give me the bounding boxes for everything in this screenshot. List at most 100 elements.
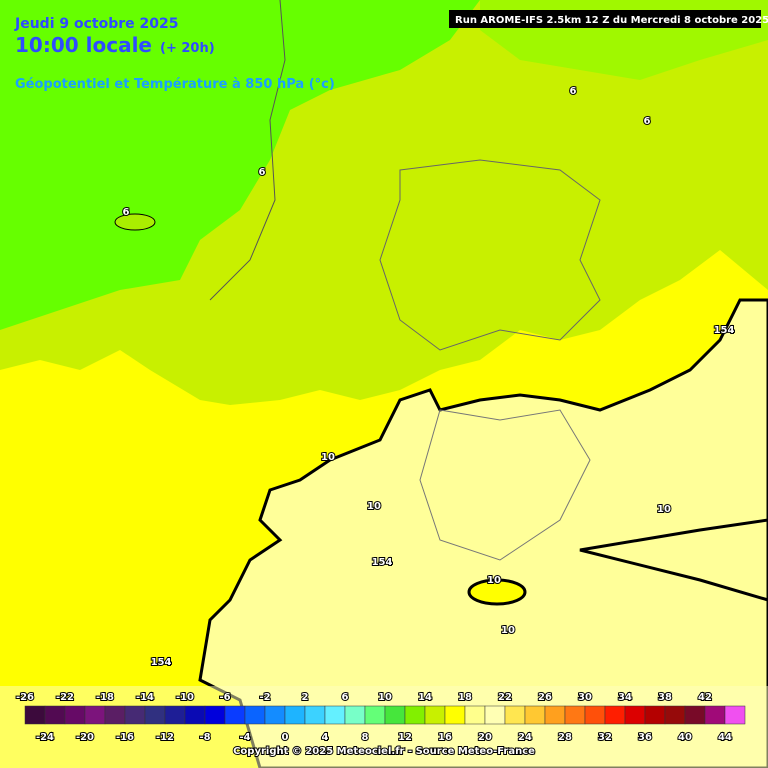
contour-label: 10 [487,575,501,586]
color-swatch [264,705,286,725]
warm-area [198,298,768,768]
border [209,0,286,301]
color-swatch [624,705,646,725]
color-swatch [644,705,666,725]
scale-label: 24 [518,732,532,743]
color-swatch [44,705,66,725]
scale-label: -6 [219,692,230,703]
scale-label: 18 [458,692,472,703]
lead-time: (+ 20h) [160,41,215,56]
run-info: Run AROME-IFS 2.5km 12 Z du Mercredi 8 o… [455,15,768,26]
scale-label: 10 [378,692,392,703]
scale-label: 30 [578,692,592,703]
color-swatch [524,705,546,725]
color-swatch [184,705,206,725]
color-swatch [124,705,146,725]
scale-label: 34 [618,692,632,703]
contour-label: 10 [321,452,335,463]
color-swatch [464,705,486,725]
contour-label: 10 [367,501,381,512]
color-swatch [604,705,626,725]
color-swatch [664,705,686,725]
run-box [449,10,761,28]
color-swatch [384,705,406,725]
scale-label: -8 [199,732,210,743]
temp-field [0,0,480,330]
scale-label: 6 [342,692,349,703]
color-swatch [704,705,726,725]
scale-label: -14 [136,692,154,703]
color-swatch [204,705,226,725]
scale-label: 2 [302,692,309,703]
contour-label: 6 [259,167,266,178]
scale-label: 40 [678,732,692,743]
color-swatch [444,705,466,725]
scale-label: 38 [658,692,672,703]
scale-label: 22 [498,692,512,703]
contour-label: 154 [372,557,393,568]
contour-label: 154 [714,325,735,336]
scale-label: 26 [538,692,552,703]
scale-label: -18 [96,692,114,703]
color-swatch [304,705,326,725]
color-swatch [364,705,386,725]
scale-label: 32 [598,732,612,743]
scale-label: -26 [16,692,34,703]
scale-label: -20 [76,732,94,743]
color-swatch [584,705,606,725]
scale-label: 4 [322,732,329,743]
scale-label: -24 [36,732,54,743]
scale-label: -16 [116,732,134,743]
contour-label: 6 [123,207,130,218]
color-swatch [344,705,366,725]
scale-label: 8 [362,732,369,743]
color-swatch [224,705,246,725]
contour-label: 154 [151,657,172,668]
scale-label: -10 [176,692,194,703]
color-swatch [404,705,426,725]
color-swatch [164,705,186,725]
contour-label: 10 [657,504,671,515]
contour-label: 6 [644,116,651,127]
subtitle: Géopotentiel et Température à 850 hPa (°… [15,77,335,92]
color-swatch [24,705,46,725]
scale-label: -22 [56,692,74,703]
legend-bg [0,686,768,768]
border [419,409,591,561]
color-swatch [724,705,746,725]
contour [114,213,156,231]
color-swatch [544,705,566,725]
color-swatch [484,705,506,725]
color-swatch [104,705,126,725]
scale-label: 0 [282,732,289,743]
color-swatch [284,705,306,725]
scale-label: -12 [156,732,174,743]
color-swatch [324,705,346,725]
scale-label: 42 [698,692,712,703]
contour [467,578,527,606]
scale-label: 20 [478,732,492,743]
contour-label: 6 [570,86,577,97]
color-swatch [244,705,266,725]
scale-label: 12 [398,732,412,743]
time: 10:00 locale [15,33,152,57]
date: Jeudi 9 octobre 2025 [14,16,178,32]
color-swatch [424,705,446,725]
color-swatch [684,705,706,725]
scale-label: -4 [239,732,250,743]
scale-label: -2 [259,692,270,703]
contour [579,518,768,602]
scale-label: 36 [638,732,652,743]
contour-label: 10 [501,625,515,636]
color-swatch [84,705,106,725]
color-swatch [564,705,586,725]
scale-label: 14 [418,692,432,703]
color-swatch [64,705,86,725]
copyright: Copyright © 2025 Meteociel.fr - Source M… [233,746,535,757]
scale-label: 28 [558,732,572,743]
scale-label: 16 [438,732,452,743]
color-swatch [504,705,526,725]
color-swatch [144,705,166,725]
border [379,159,601,351]
